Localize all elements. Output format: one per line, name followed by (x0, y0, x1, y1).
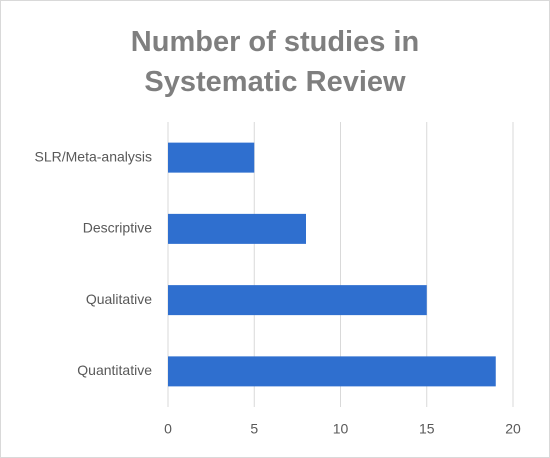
x-tick-label: 15 (419, 421, 435, 437)
y-tick-label: Descriptive (83, 220, 152, 236)
bar (168, 142, 255, 173)
x-tick-label: 0 (164, 421, 172, 437)
y-tick-label: Quantitative (77, 362, 152, 378)
x-tick-label: 20 (505, 421, 521, 437)
chart-title: Number of studies in Systematic Review (130, 26, 420, 98)
y-tick-label: SLR/Meta-analysis (35, 148, 153, 164)
bar (168, 356, 496, 387)
y-tick-label: Qualitative (86, 291, 152, 307)
x-tick-label: 10 (333, 421, 349, 437)
bar (168, 285, 427, 316)
bar (168, 213, 306, 244)
x-tick-label: 5 (250, 421, 258, 437)
